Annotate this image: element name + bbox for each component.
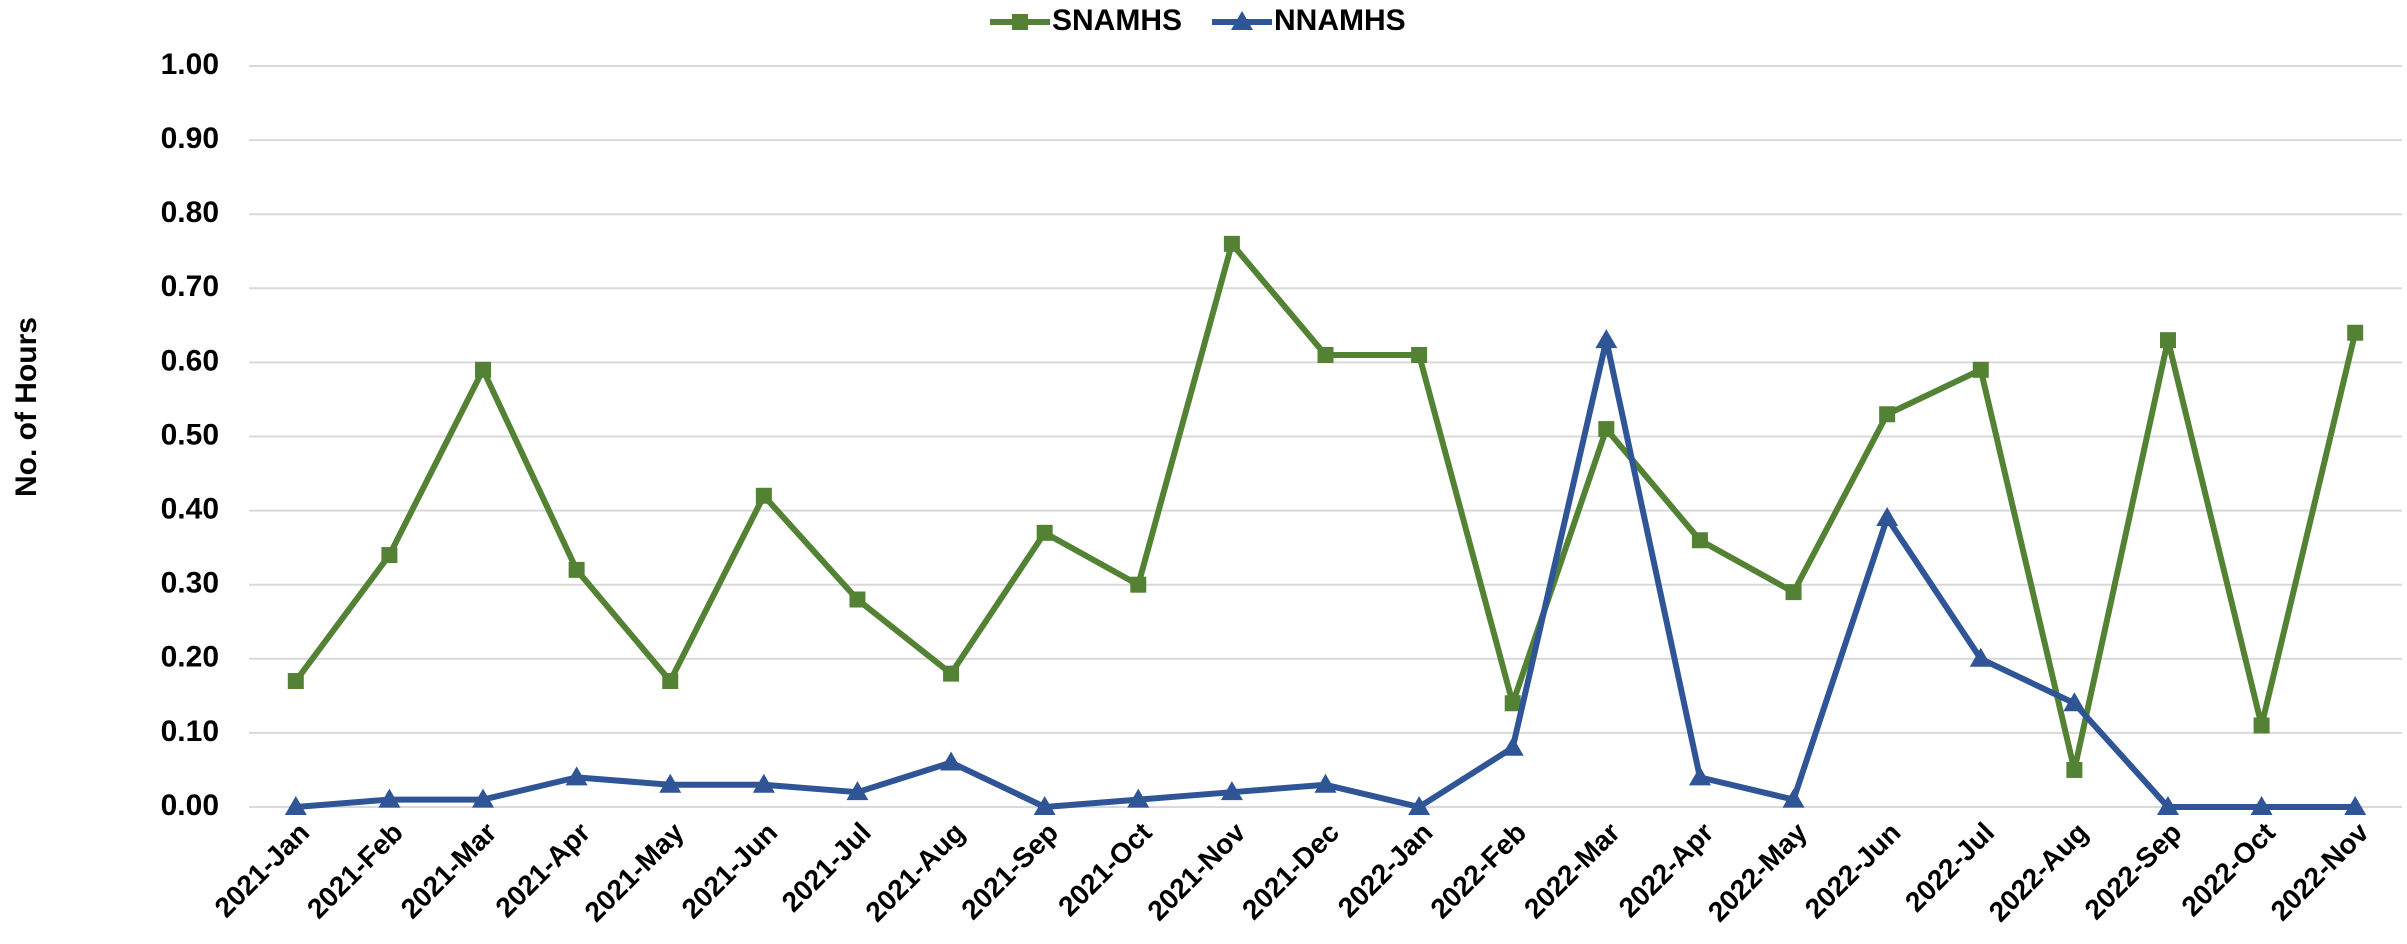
y-tick-label: 0.20 bbox=[161, 641, 219, 674]
point bbox=[1317, 346, 1334, 363]
x-tick-label: 2021-Mar bbox=[395, 816, 503, 924]
point bbox=[2156, 796, 2179, 815]
point bbox=[2344, 796, 2367, 815]
x-tick-label: 2021-May bbox=[579, 816, 690, 927]
point bbox=[287, 673, 304, 690]
point bbox=[472, 788, 495, 808]
legend-label: NNAMHS bbox=[1274, 4, 1406, 37]
point bbox=[2253, 717, 2270, 734]
point bbox=[1012, 14, 1028, 30]
x-tick-label: 2021-Aug bbox=[859, 817, 970, 928]
point bbox=[1130, 576, 1147, 593]
point bbox=[1598, 421, 1615, 438]
point bbox=[1501, 736, 1524, 756]
point bbox=[2347, 324, 2364, 341]
point bbox=[1127, 788, 1150, 808]
x-tick-label: 2022-Jun bbox=[1799, 817, 1907, 925]
point bbox=[943, 665, 960, 682]
legend-label: SNAMHS bbox=[1052, 4, 1182, 37]
point bbox=[1231, 11, 1254, 30]
point bbox=[940, 751, 963, 771]
point bbox=[2063, 692, 2086, 712]
point bbox=[378, 788, 401, 808]
point bbox=[1595, 329, 1618, 349]
point bbox=[1033, 796, 1056, 815]
point bbox=[1688, 766, 1711, 786]
y-tick-label: 1.00 bbox=[161, 48, 219, 81]
x-tick-label: 2022-Sep bbox=[2079, 817, 2188, 926]
point bbox=[1220, 781, 1243, 801]
x-tick-label: 2021-Sep bbox=[955, 817, 1064, 926]
point bbox=[1314, 773, 1337, 793]
x-tick-label: 2021-Jun bbox=[676, 817, 784, 925]
series-line bbox=[295, 337, 2356, 810]
point bbox=[2066, 761, 2083, 778]
point bbox=[1972, 361, 1989, 378]
x-tick-label: 2022-Nov bbox=[2265, 816, 2375, 926]
x-tick-label: 2022-Feb bbox=[1424, 817, 1532, 925]
point bbox=[1411, 346, 1428, 363]
point bbox=[755, 487, 772, 504]
x-tick-label: 2022-Jan bbox=[1332, 817, 1439, 924]
x-tick-label: 2021-Dec bbox=[1236, 817, 1345, 926]
point bbox=[1691, 532, 1708, 549]
point bbox=[284, 796, 307, 815]
point bbox=[475, 361, 492, 378]
point bbox=[662, 673, 679, 690]
point bbox=[2250, 796, 2273, 815]
point bbox=[1408, 796, 1431, 815]
x-tick-label: 2022-Mar bbox=[1518, 816, 1626, 924]
point bbox=[846, 781, 869, 801]
x-tick-label: 2021-Jan bbox=[209, 817, 316, 924]
x-tick-label: 2021-Nov bbox=[1141, 816, 1251, 926]
y-tick-label: 0.60 bbox=[161, 344, 219, 377]
y-tick-label: 0.10 bbox=[161, 715, 219, 748]
point bbox=[381, 547, 398, 564]
y-tick-label: 0.70 bbox=[161, 270, 219, 303]
point bbox=[1223, 235, 1240, 252]
point bbox=[1036, 524, 1053, 541]
x-tick-label: 2021-Feb bbox=[301, 817, 409, 925]
x-tick-label: 2022-Aug bbox=[1983, 817, 2094, 928]
point bbox=[2159, 332, 2176, 349]
point bbox=[1876, 507, 1899, 527]
point bbox=[565, 766, 588, 786]
x-tick-label: 2022-May bbox=[1702, 816, 1813, 927]
point bbox=[568, 561, 585, 578]
point bbox=[659, 773, 682, 793]
y-tick-label: 0.30 bbox=[161, 567, 219, 600]
y-axis-label: No. of Hours bbox=[10, 317, 43, 497]
point bbox=[1785, 584, 1802, 601]
point bbox=[1782, 788, 1805, 808]
point bbox=[849, 591, 866, 608]
y-tick-label: 0.40 bbox=[161, 493, 219, 526]
y-tick-label: 0.80 bbox=[161, 196, 219, 229]
y-tick-label: 0.00 bbox=[161, 789, 219, 822]
point bbox=[1504, 695, 1521, 712]
y-tick-label: 0.50 bbox=[161, 418, 219, 451]
point bbox=[1879, 406, 1896, 423]
point bbox=[1969, 647, 1992, 667]
y-tick-label: 0.90 bbox=[161, 122, 219, 155]
point bbox=[752, 773, 775, 793]
